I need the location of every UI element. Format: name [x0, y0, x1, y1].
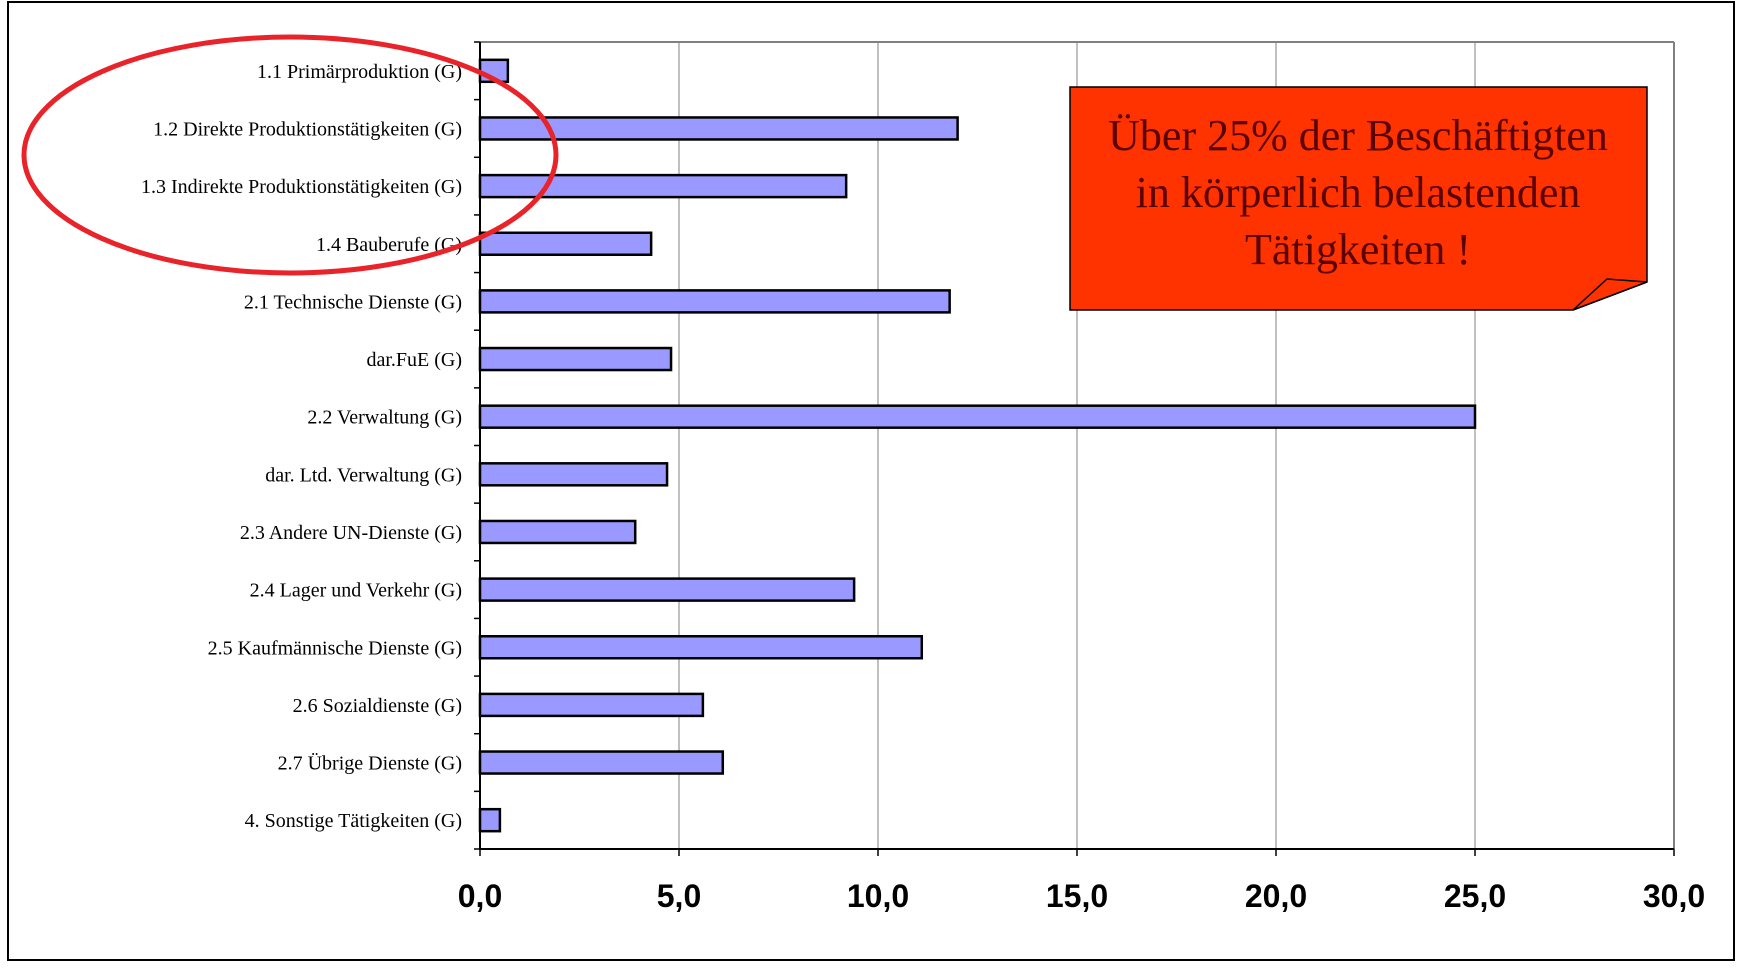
category-label-10: 2.5 Kaufmännische Dienste (G)	[208, 637, 462, 659]
x-tick-label-5: 25,0	[1444, 878, 1506, 914]
category-labels: 1.1 Primärproduktion (G) 1.2 Direkte Prod…	[141, 61, 462, 832]
callout-line-1: Über 25% der Beschäftigten	[1108, 111, 1608, 160]
callout-note: Über 25% der Beschäftigten in körperlich…	[1069, 86, 1648, 311]
category-label-7: dar. Ltd. Verwaltung (G)	[265, 464, 462, 486]
bar-13	[478, 807, 502, 833]
category-label-0: 1.1 Primärproduktion (G)	[257, 61, 462, 83]
category-label-8: 2.3 Andere UN-Dienste (G)	[240, 522, 462, 544]
callout-line-2: in körperlich belastenden	[1136, 168, 1581, 217]
category-label-1: 1.2 Direkte Produktionstätigkeiten (G)	[153, 118, 462, 140]
callout-folded-corner	[1572, 278, 1648, 311]
axes	[474, 41, 1675, 856]
x-tick-labels: 0,0 5,0 10,0 15,0 20,0 25,0 30,0	[458, 878, 1705, 914]
bar-3	[478, 231, 653, 256]
bar-11	[478, 692, 705, 718]
category-label-6: 2.2 Verwaltung (G)	[307, 407, 462, 429]
category-label-5: dar.FuE (G)	[366, 349, 462, 371]
bar-2	[478, 173, 848, 199]
bar-5	[478, 346, 673, 372]
x-tick-label-2: 10,0	[847, 878, 909, 914]
callout-line-3: Tätigkeiten !	[1245, 225, 1471, 274]
category-label-9: 2.4 Lager und Verkehr (G)	[250, 580, 462, 602]
bar-10	[478, 635, 924, 660]
category-label-4: 2.1 Technische Dienste (G)	[244, 291, 462, 313]
bar-12	[478, 750, 725, 775]
category-label-3: 1.4 Bauberufe (G)	[316, 234, 462, 256]
x-tick-label-4: 20,0	[1245, 878, 1307, 914]
bar-7	[478, 462, 669, 487]
category-label-12: 2.7 Übrige Dienste (G)	[278, 752, 462, 775]
bar-4	[478, 289, 951, 314]
x-tick-label-6: 30,0	[1643, 878, 1705, 914]
x-tick-label-1: 5,0	[657, 878, 701, 914]
highlight-ellipse	[21, 34, 559, 276]
category-label-2: 1.3 Indirekte Produktionstätigkeiten (G)	[141, 176, 462, 198]
x-tick-label-0: 0,0	[458, 878, 502, 914]
bar-8	[478, 519, 637, 545]
x-tick-label-3: 15,0	[1046, 878, 1108, 914]
category-label-11: 2.6 Sozialdienste (G)	[293, 695, 462, 717]
category-label-13: 4. Sonstige Tätigkeiten (G)	[245, 810, 462, 832]
bar-9	[478, 577, 856, 602]
bar-6	[478, 404, 1477, 429]
